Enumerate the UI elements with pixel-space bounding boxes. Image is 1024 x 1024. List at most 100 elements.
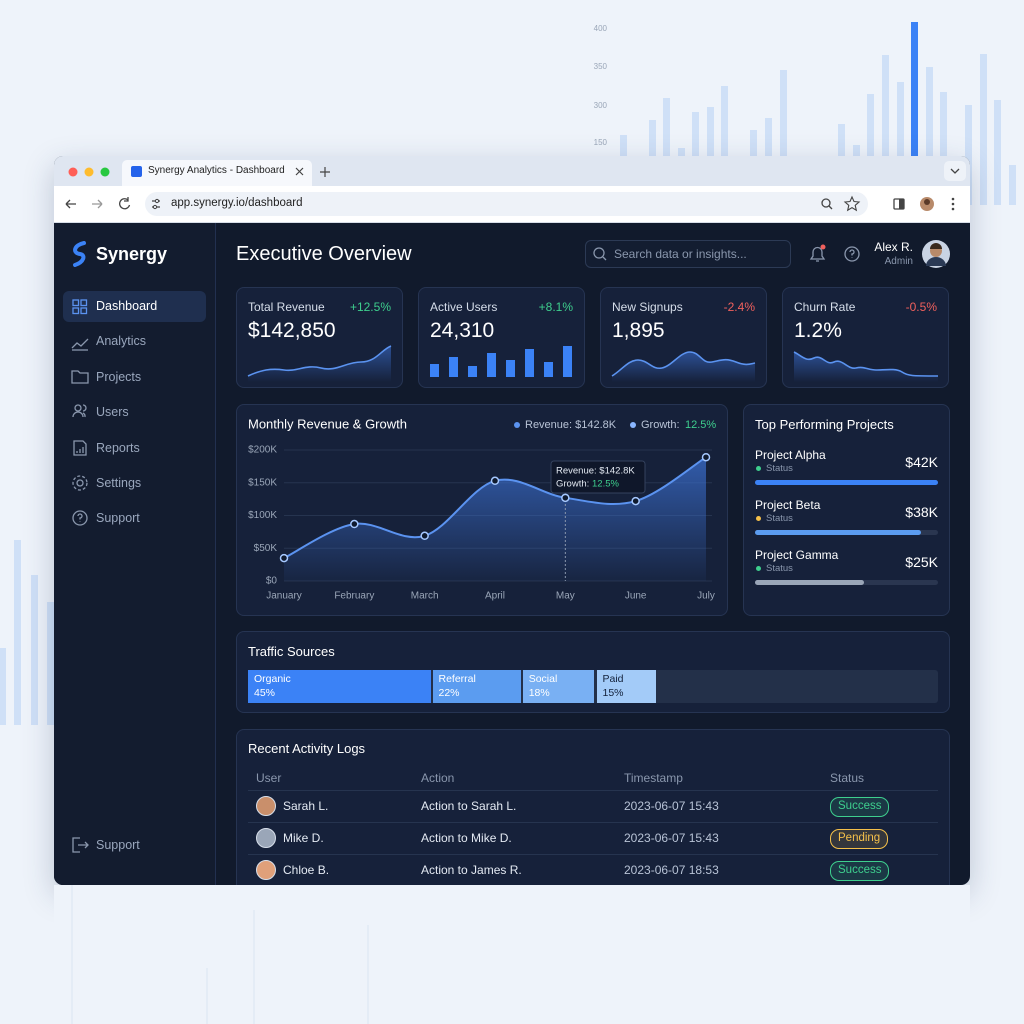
project-status: Status [766,513,793,524]
column-header: Timestamp [624,771,683,785]
url-field[interactable] [145,192,868,216]
x-tick-label: January [266,591,302,602]
brand-logo [73,241,86,267]
kpi-change: -0.5% [905,300,937,314]
traffic-label: Paid [602,673,624,685]
forward-button[interactable] [92,199,103,209]
legend-growth-value: 12.5% [685,419,716,431]
tab[interactable] [122,160,312,186]
traffic-value: 18% [528,687,550,699]
row-divider [248,822,938,823]
y-tick-label: $200K [248,445,277,456]
status-pill: Success [830,797,890,817]
chart-title: Monthly Revenue & Growth [248,416,407,431]
bg-tick-label: 400 [594,24,608,33]
nav-item[interactable]: Dashboard [96,299,158,313]
data-point [490,476,500,486]
y-tick-label: $150K [248,477,277,488]
legend-growth-label: Growth: [641,419,680,431]
tab-title: Synergy Analytics - Dashboard [148,165,285,176]
project-bar [755,530,921,535]
nav-item[interactable]: Projects [96,370,142,384]
page-title: Executive Overview [236,243,412,265]
help[interactable] [844,246,860,262]
user-avatar[interactable] [921,239,951,269]
user-cell: Chloe B. [283,863,330,877]
status-dot [756,516,761,521]
reload-button[interactable] [119,197,131,210]
header-icons [809,244,860,262]
traffic-label: Referral [438,673,476,685]
status-pill: Success [830,861,890,881]
data-point [350,519,359,529]
nav-item[interactable]: Analytics [96,334,147,348]
legend-dot [630,422,636,428]
search-icon [593,247,607,261]
traffic-segment [596,670,656,703]
user-name: Alex R. [874,240,913,254]
data-point [279,553,289,563]
project-bar [755,580,864,585]
action-cell: Action to James R. [421,863,522,877]
background-decoration [71,885,369,1024]
project-value: $38K [905,504,938,520]
kpi-change: +12.5% [349,300,391,314]
traffic-label: Social [528,673,558,685]
bookmark[interactable] [843,195,861,212]
kpi-sparklines [247,345,939,382]
kpi-label: Active Users [430,300,498,314]
legend-revenue: Revenue: $142.8K [525,419,617,431]
search-box[interactable] [585,240,791,268]
legend-dot [514,422,520,428]
sidebar [54,223,216,885]
project-status: Status [766,563,793,574]
timestamp-cell: 2023-06-07 15:43 [624,831,719,845]
action-cell: Action to Sarah L. [421,799,517,813]
user-cell: Mike D. [283,831,324,845]
status-dot [756,566,761,571]
kpi-value: 24,310 [430,319,495,342]
notifications[interactable] [809,246,826,262]
traffic-title: Traffic Sources [248,644,335,659]
project-name: Project Gamma [755,548,839,562]
traffic-segment [522,670,595,703]
column-header: Status [830,771,865,785]
action-cell: Action to Mike D. [421,831,512,845]
kpi-change: -2.4% [723,300,755,314]
nav-icons [71,299,89,853]
traffic-label: Organic [254,673,291,685]
nav-item[interactable]: Support [96,511,140,525]
project-name: Project Beta [755,498,821,512]
tab-close[interactable] [295,167,304,176]
project-value: $25K [905,554,938,570]
kpi-label: New Signups [612,300,683,314]
url: app.synergy.io/dashboard [171,197,303,209]
project-name: Project Alpha [755,448,826,462]
traffic-value: 45% [254,687,276,699]
x-tick-label: March [411,591,439,602]
x-tick-label: February [334,591,374,602]
tooltip [550,460,646,494]
timestamp-cell: 2023-06-07 18:53 [624,863,719,877]
back-button[interactable] [65,199,76,209]
kpi-label: Churn Rate [794,300,856,314]
data-point [420,531,429,541]
x-tick-label: April [485,591,505,602]
data-point [631,496,640,506]
status-dot [756,466,761,471]
projects-title: Top Performing Projects [755,417,894,432]
traffic-value: 22% [438,687,460,699]
nav-item[interactable]: Settings [96,476,142,490]
x-tick-label: June [625,591,647,602]
user-cell: Sarah L. [283,799,329,813]
activity-title: Recent Activity Logs [248,741,366,756]
nav-footer[interactable]: Support [96,838,140,852]
new-tab[interactable] [320,167,330,177]
y-tick-label: $50K [254,543,278,554]
nav-item[interactable]: Reports [96,441,140,455]
kpi-value: 1.2% [794,319,842,342]
nav-active-highlight [63,291,206,322]
tooltip-growth-value: 12.5% [592,479,619,490]
nav-item[interactable]: Users [96,405,129,419]
